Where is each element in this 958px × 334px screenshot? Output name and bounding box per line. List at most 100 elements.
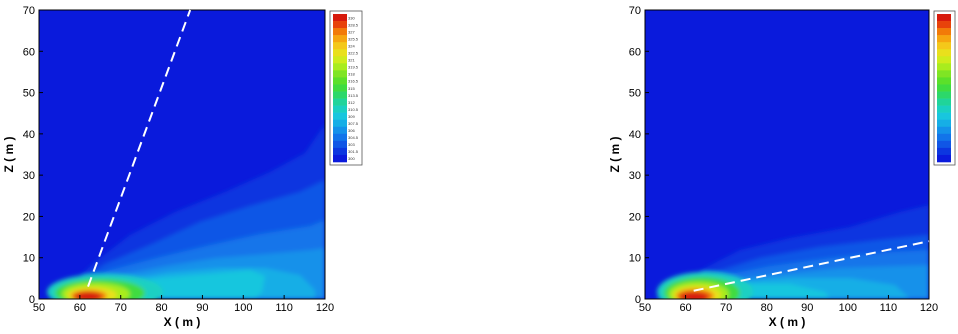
legend-swatch xyxy=(333,49,347,57)
legend-swatch xyxy=(333,35,347,43)
legend-swatch xyxy=(937,147,951,156)
legend-swatch xyxy=(333,77,347,85)
legend-swatch xyxy=(937,56,951,64)
x-tick-label: 50 xyxy=(639,302,651,314)
y-tick-label: 30 xyxy=(23,170,35,182)
right-color-legend xyxy=(933,10,956,166)
y-tick-label: 40 xyxy=(629,129,641,141)
legend-swatch xyxy=(333,119,347,128)
y-tick-label: 70 xyxy=(23,5,35,17)
legend-level-label: 300 xyxy=(348,156,355,161)
legend-swatch xyxy=(937,77,951,85)
legend-level-label: 321 xyxy=(348,58,355,63)
legend-swatch xyxy=(333,105,347,113)
x-tick-label: 70 xyxy=(115,302,127,314)
right-hotspot-level-6 xyxy=(679,292,709,299)
legend-swatch xyxy=(937,63,951,71)
legend-swatch xyxy=(333,98,347,106)
x-tick-label: 100 xyxy=(839,302,857,314)
y-tick-label: 20 xyxy=(23,211,35,223)
legend-swatch xyxy=(937,14,951,22)
x-axis-title: X ( m ) xyxy=(769,315,806,329)
legend-swatch xyxy=(333,28,347,36)
legend-swatch xyxy=(333,140,347,149)
legend-level-label: 303 xyxy=(348,142,355,147)
left-hotspot-level-6 xyxy=(74,292,102,299)
legend-level-label: 318 xyxy=(348,72,355,77)
legend-swatch xyxy=(333,21,347,29)
legend-level-label: 307.5 xyxy=(348,121,359,126)
left-dashed-line xyxy=(87,9,192,287)
legend-swatch xyxy=(333,70,347,78)
legend-swatch xyxy=(937,133,951,142)
x-tick-label: 90 xyxy=(196,302,208,314)
legend-swatch xyxy=(333,154,347,163)
y-tick-label: 60 xyxy=(629,46,641,58)
left-color-legend: 330 328.5 327 325.5 324 322.5 321 319.5 318 316.5… xyxy=(329,10,363,166)
y-tick-label: 70 xyxy=(629,5,641,17)
x-tick-label: 120 xyxy=(920,302,938,314)
y-tick-label: 50 xyxy=(23,88,35,100)
legend-swatch xyxy=(937,91,951,99)
right-axes: 50 60 70 80 90 100 110 120 0 10 20 30 40 50 60 70 X ( m … xyxy=(608,5,938,329)
legend-level-label: 301.5 xyxy=(348,149,359,154)
legend-level-label: 309 xyxy=(348,114,355,119)
x-tick-label: 90 xyxy=(801,302,813,314)
legend-swatch xyxy=(937,112,951,121)
right-plot-frame xyxy=(644,9,930,300)
legend-level-label: 316.5 xyxy=(348,79,359,84)
legend-swatch xyxy=(937,84,951,92)
y-tick-label: 60 xyxy=(23,46,35,58)
right-contour-panel: 50 60 70 80 90 100 110 120 0 10 20 30 40 50 60 70 X ( m … xyxy=(608,5,956,329)
x-tick-label: 50 xyxy=(33,302,45,314)
y-tick-label: 40 xyxy=(23,129,35,141)
legend-swatch xyxy=(333,56,347,64)
y-tick-label: 50 xyxy=(629,88,641,100)
legend-swatch xyxy=(333,133,347,142)
y-tick-label: 20 xyxy=(629,211,641,223)
legend-level-label: 325.5 xyxy=(348,36,359,41)
legend-swatch xyxy=(937,140,951,149)
legend-level-label: 324 xyxy=(348,43,355,48)
x-tick-label: 120 xyxy=(316,302,334,314)
y-tick-label: 0 xyxy=(635,294,641,306)
legend-level-label: 313.5 xyxy=(348,93,359,98)
legend-swatch xyxy=(333,91,347,99)
right-dashed-line xyxy=(693,240,930,292)
x-tick-label: 80 xyxy=(761,302,773,314)
legend-level-label: 306 xyxy=(348,128,355,133)
x-tick-label: 60 xyxy=(679,302,691,314)
legend-level-label: 327 xyxy=(348,29,355,34)
legend-level-label: 322.5 xyxy=(348,51,359,56)
y-axis-title: Z ( m ) xyxy=(2,137,16,173)
x-tick-label: 80 xyxy=(155,302,167,314)
right-contour-field xyxy=(645,10,929,299)
legend-swatch xyxy=(333,42,347,50)
legend-swatch xyxy=(937,105,951,113)
legend-swatch xyxy=(333,63,347,71)
legend-swatch xyxy=(937,28,951,36)
y-tick-label: 10 xyxy=(629,253,641,265)
legend-swatch xyxy=(937,126,951,135)
legend-swatch xyxy=(937,42,951,50)
legend-swatch xyxy=(937,49,951,57)
x-tick-label: 110 xyxy=(880,302,898,314)
legend-level-label: 304.5 xyxy=(348,135,359,140)
legend-swatch xyxy=(937,119,951,128)
left-plot-frame xyxy=(38,9,326,300)
legend-level-label: 328.5 xyxy=(348,22,359,27)
legend-level-label: 315 xyxy=(348,86,355,91)
x-tick-label: 60 xyxy=(74,302,86,314)
legend-swatch xyxy=(937,35,951,43)
y-tick-label: 10 xyxy=(23,253,35,265)
x-tick-label: 70 xyxy=(720,302,732,314)
legend-level-label: 310.5 xyxy=(348,107,359,112)
x-axis-title: X ( m ) xyxy=(164,315,201,329)
legend-swatch xyxy=(333,14,347,22)
legend-swatch xyxy=(333,126,347,135)
legend-level-label: 312 xyxy=(348,100,355,105)
legend-swatch xyxy=(333,147,347,156)
legend-swatch xyxy=(937,21,951,29)
y-tick-label: 0 xyxy=(29,294,35,306)
